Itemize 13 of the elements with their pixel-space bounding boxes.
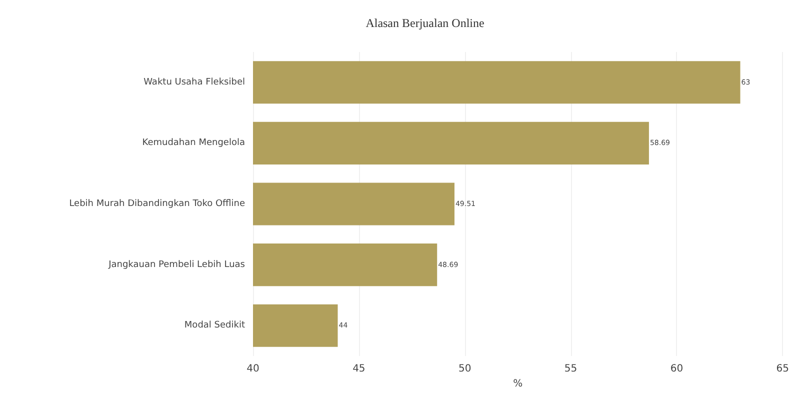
x-tick-label: 55 bbox=[564, 364, 578, 374]
y-tick-label: Lebih Murah Dibandingkan Toko Offline bbox=[69, 199, 246, 209]
y-tick-label: Kemudahan Mengelola bbox=[142, 138, 245, 148]
chart-title: Alasan Berjualan Online bbox=[366, 16, 484, 30]
x-tick-label: 45 bbox=[352, 364, 366, 374]
x-tick-label: 60 bbox=[670, 364, 684, 374]
x-tick-label: 50 bbox=[458, 364, 472, 374]
x-tick-label: 65 bbox=[776, 364, 790, 374]
y-tick-label: Waktu Usaha Fleksibel bbox=[144, 77, 245, 88]
x-tick-label: 40 bbox=[246, 364, 260, 374]
y-tick-label: Jangkauan Pembeli Lebih Luas bbox=[108, 260, 246, 270]
y-tick-label: Modal Sedikit bbox=[184, 320, 246, 331]
x-axis-title: % bbox=[513, 378, 523, 390]
